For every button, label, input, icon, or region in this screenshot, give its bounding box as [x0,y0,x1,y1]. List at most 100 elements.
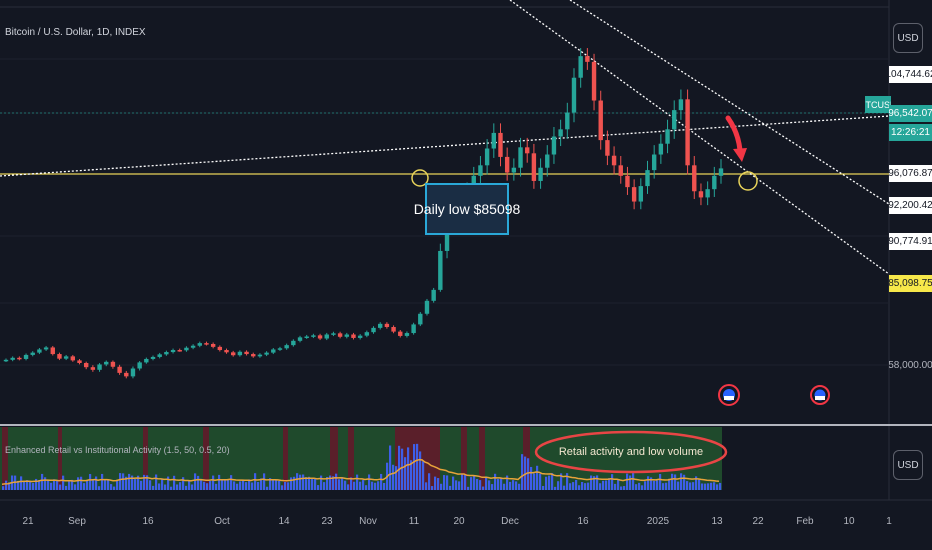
candle[interactable] [271,349,276,353]
candle[interactable] [692,165,697,192]
candle[interactable] [431,289,436,301]
candle[interactable] [317,335,323,339]
candle[interactable] [23,354,29,359]
candle[interactable] [685,99,690,166]
candle[interactable] [424,300,430,314]
candle[interactable] [230,352,236,356]
candle[interactable] [665,129,670,144]
candle[interactable] [184,347,189,351]
candle[interactable] [63,356,69,359]
candle[interactable] [251,354,256,357]
candle[interactable] [618,165,623,176]
candle[interactable] [157,354,162,357]
candle[interactable] [204,343,209,345]
candle[interactable] [104,361,109,365]
candle[interactable] [30,352,35,355]
candle[interactable] [97,364,102,370]
candle[interactable] [197,343,202,346]
candle[interactable] [491,132,497,149]
candle[interactable] [538,167,543,181]
candle[interactable] [43,347,49,350]
candle[interactable] [364,332,370,336]
candle[interactable] [144,358,149,363]
candle[interactable] [525,147,530,154]
candle[interactable] [625,175,630,188]
candle[interactable] [545,154,550,168]
candle[interactable] [498,132,503,157]
candle[interactable] [224,350,229,353]
candle[interactable] [210,343,216,347]
candle[interactable] [90,367,96,370]
candle[interactable] [631,187,637,202]
candle[interactable] [578,56,583,78]
candle[interactable] [678,99,684,111]
candle[interactable] [565,112,570,130]
candle[interactable] [177,350,182,352]
candle[interactable] [277,348,283,350]
candle[interactable] [257,354,263,357]
candle[interactable] [504,156,510,173]
candle[interactable] [605,140,610,156]
candle[interactable] [164,352,169,355]
candle[interactable] [658,143,664,155]
candle[interactable] [484,148,490,166]
currency-button[interactable]: USD [893,23,923,53]
candle[interactable] [331,333,336,335]
candle[interactable] [237,351,243,356]
candle[interactable] [591,61,597,101]
candle[interactable] [551,136,557,155]
candle[interactable] [398,331,403,336]
candle[interactable] [638,186,644,202]
candle[interactable] [311,335,316,337]
candle[interactable] [378,323,383,328]
candle[interactable] [411,324,416,334]
candle[interactable] [391,327,396,332]
candle[interactable] [511,167,517,173]
candle[interactable] [531,153,537,181]
candle[interactable] [418,313,423,325]
candle[interactable] [672,110,677,130]
candle[interactable] [50,347,55,355]
candle[interactable] [718,168,724,176]
candle[interactable] [371,327,376,333]
candle[interactable] [558,129,563,137]
candle[interactable] [117,366,122,373]
candle[interactable] [645,170,650,187]
candle[interactable] [170,350,176,353]
candle[interactable] [357,335,363,338]
candle[interactable] [438,250,443,290]
candle[interactable] [705,189,710,198]
candle[interactable] [17,357,22,360]
candle[interactable] [130,368,136,377]
candle[interactable] [244,351,249,355]
candle[interactable] [351,334,356,338]
candle[interactable] [712,175,717,190]
daily-low-annotation[interactable]: Daily low $85098 [414,183,520,235]
candle[interactable] [217,346,223,351]
candle[interactable] [291,340,296,346]
candle[interactable] [137,362,142,369]
candle[interactable] [698,191,704,198]
candle[interactable] [37,349,42,353]
candle[interactable] [297,337,303,341]
candle[interactable] [304,336,309,339]
candle[interactable] [444,224,450,251]
candle[interactable] [571,77,577,113]
candle[interactable] [3,359,9,362]
candle[interactable] [150,356,156,359]
indicator-title[interactable]: Enhanced Retail vs Institutional Activit… [5,445,230,455]
candle[interactable] [284,345,289,349]
candle[interactable] [651,154,657,171]
candle[interactable] [264,352,269,355]
candle[interactable] [190,345,196,348]
indicator-currency-button[interactable]: USD [893,450,923,480]
candle[interactable] [124,372,129,377]
candle[interactable] [384,323,390,328]
candle[interactable] [83,362,89,368]
candle[interactable] [10,357,15,360]
candle[interactable] [518,147,523,168]
candle[interactable] [110,361,116,367]
candle[interactable] [598,100,603,141]
candle[interactable] [404,333,410,336]
